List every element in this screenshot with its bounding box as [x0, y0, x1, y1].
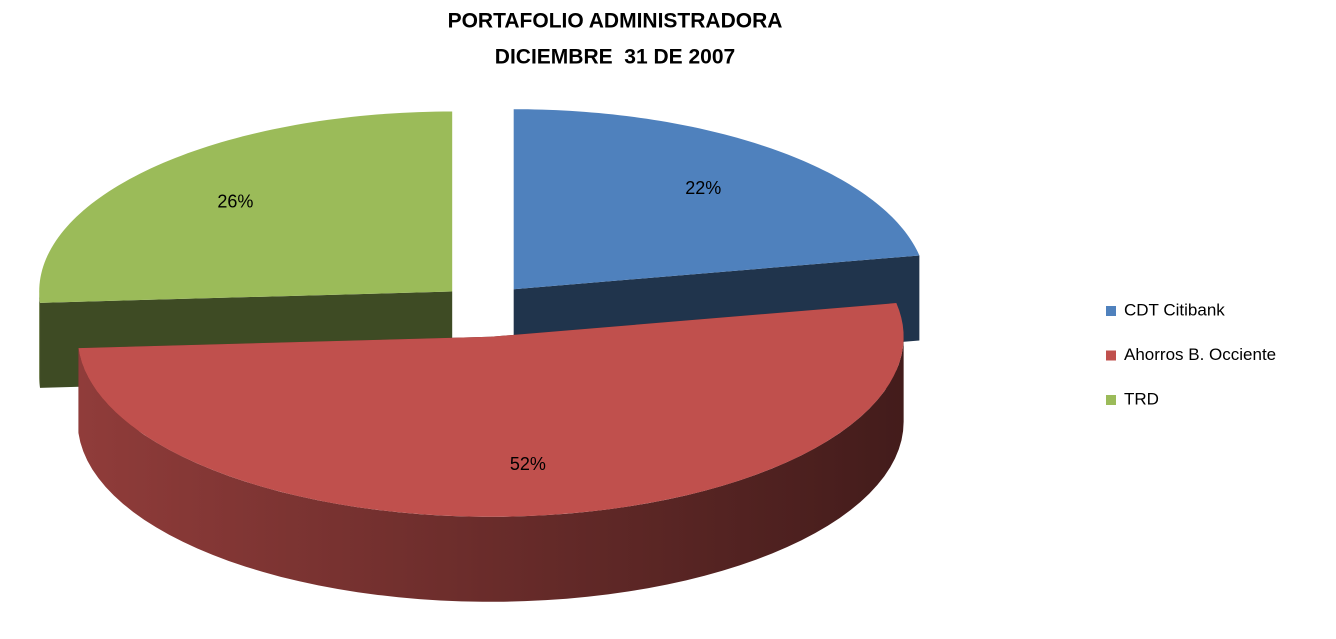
legend-swatch [1106, 395, 1116, 405]
chart-title: PORTAFOLIO ADMINISTRADORA [448, 10, 783, 33]
legend-swatch [1106, 350, 1116, 361]
slice [78, 303, 904, 602]
slice-top [513, 109, 920, 290]
slice-side [39, 291, 41, 388]
slice-top [78, 303, 904, 517]
legend-label: Ahorros B. Occiente [1124, 345, 1276, 364]
data-label: 52% [510, 454, 546, 474]
legend-swatch [1106, 306, 1116, 316]
legend-label: TRD [1124, 389, 1159, 408]
legend-label: CDT Citibank [1124, 300, 1225, 319]
chart-subtitle: DICIEMBRE 31 DE 2007 [495, 46, 735, 69]
slice-top [39, 111, 453, 303]
slice-side [78, 336, 904, 602]
data-label: 22% [685, 178, 721, 198]
data-label: 26% [217, 192, 253, 212]
